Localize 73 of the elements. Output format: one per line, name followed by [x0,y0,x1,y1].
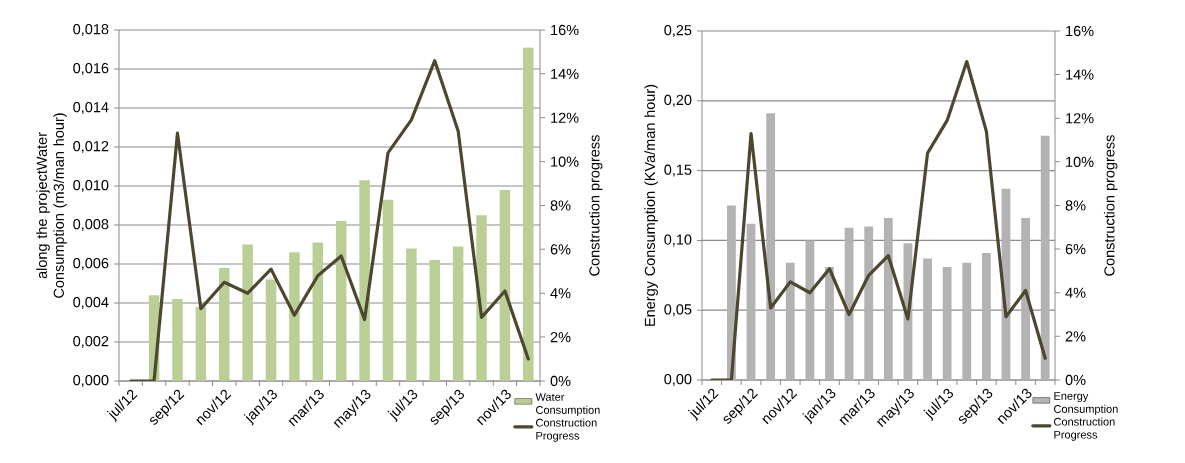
y-tick-label: 0,012 [73,141,109,153]
y-tick-label: 0,004 [73,297,109,309]
y-axis-title: Energy Consumption (KVa/man hour) [644,84,658,326]
bar [476,215,487,381]
bar [864,226,874,380]
y-tick-label: 0,014 [73,102,109,114]
y2-tick-label: 14% [551,68,579,79]
bar [981,252,991,380]
y2-tick-label: 6% [1065,243,1086,255]
bar [1021,218,1031,380]
bar [746,223,756,380]
bar [942,266,952,380]
bar [195,306,207,381]
bar [499,189,511,381]
y-tick-label: 0,000 [73,375,109,387]
bar [805,240,815,380]
line-series [129,59,530,381]
y2-tick-label: 4% [550,288,571,299]
bar [962,262,972,380]
y2-tick-label: 12% [551,112,579,123]
bar [289,252,300,381]
bar [766,113,776,380]
y2-axis-title: Construction progress [588,135,603,276]
y-tick-label: 0,20 [664,94,692,107]
legend-label: Energy Consumption [1054,392,1118,416]
y-tick-label: 0,10 [664,234,692,247]
y-tick-label: 0,25 [664,25,692,37]
bar [218,267,230,381]
bar [335,221,347,381]
bar [359,180,370,381]
bar [523,47,534,381]
y-tick-label: 0,010 [73,180,109,192]
y-tick-label: 0,018 [73,24,109,36]
bar [883,218,893,380]
y2-tick-label: 0% [1065,374,1086,386]
y2-tick-label: 6% [550,244,571,255]
bar [312,242,324,381]
bar [429,260,441,381]
bar [265,279,277,381]
y2-tick-label: 4% [1065,287,1086,298]
bar [923,258,932,380]
bar [825,266,834,380]
y-tick-label: 0,15 [664,164,692,177]
y2-tick-label: 10% [1066,156,1094,168]
legend-label: Water Consumption [535,393,600,417]
y2-tick-label: 0% [550,375,571,387]
y-tick-label: 0,05 [664,304,692,317]
bar [406,248,417,381]
y2-tick-label: 12% [1066,113,1094,124]
y-tick-label: 0,002 [73,336,109,348]
y-tick-label: 0,016 [73,63,109,75]
legend-label: Construction Progress [536,418,597,442]
y2-tick-label: 14% [1066,69,1094,80]
y2-tick-label: 8% [1065,200,1086,211]
y-tick-label: 0,00 [664,374,692,386]
y2-tick-label: 10% [551,156,579,167]
bar [452,246,464,381]
y2-tick-label: 16% [1066,25,1094,37]
y-tick-label: 0,008 [73,219,109,231]
y2-axis-title: Construction progress [1103,135,1118,276]
legend-label: Construction Progress [1054,417,1115,441]
bar [172,299,183,381]
y-axis-title: along the projectWater Consumption (m3/man hour) [36,113,67,298]
bar [844,227,854,380]
y-tick-label: 0,006 [73,258,109,270]
y2-tick-label: 2% [550,332,571,343]
y2-tick-label: 16% [551,24,579,36]
bar [242,244,253,381]
bar [382,199,394,381]
line-series [710,59,1047,380]
y2-tick-label: 2% [1065,331,1086,342]
bar [785,262,795,380]
y2-tick-label: 8% [550,200,571,211]
